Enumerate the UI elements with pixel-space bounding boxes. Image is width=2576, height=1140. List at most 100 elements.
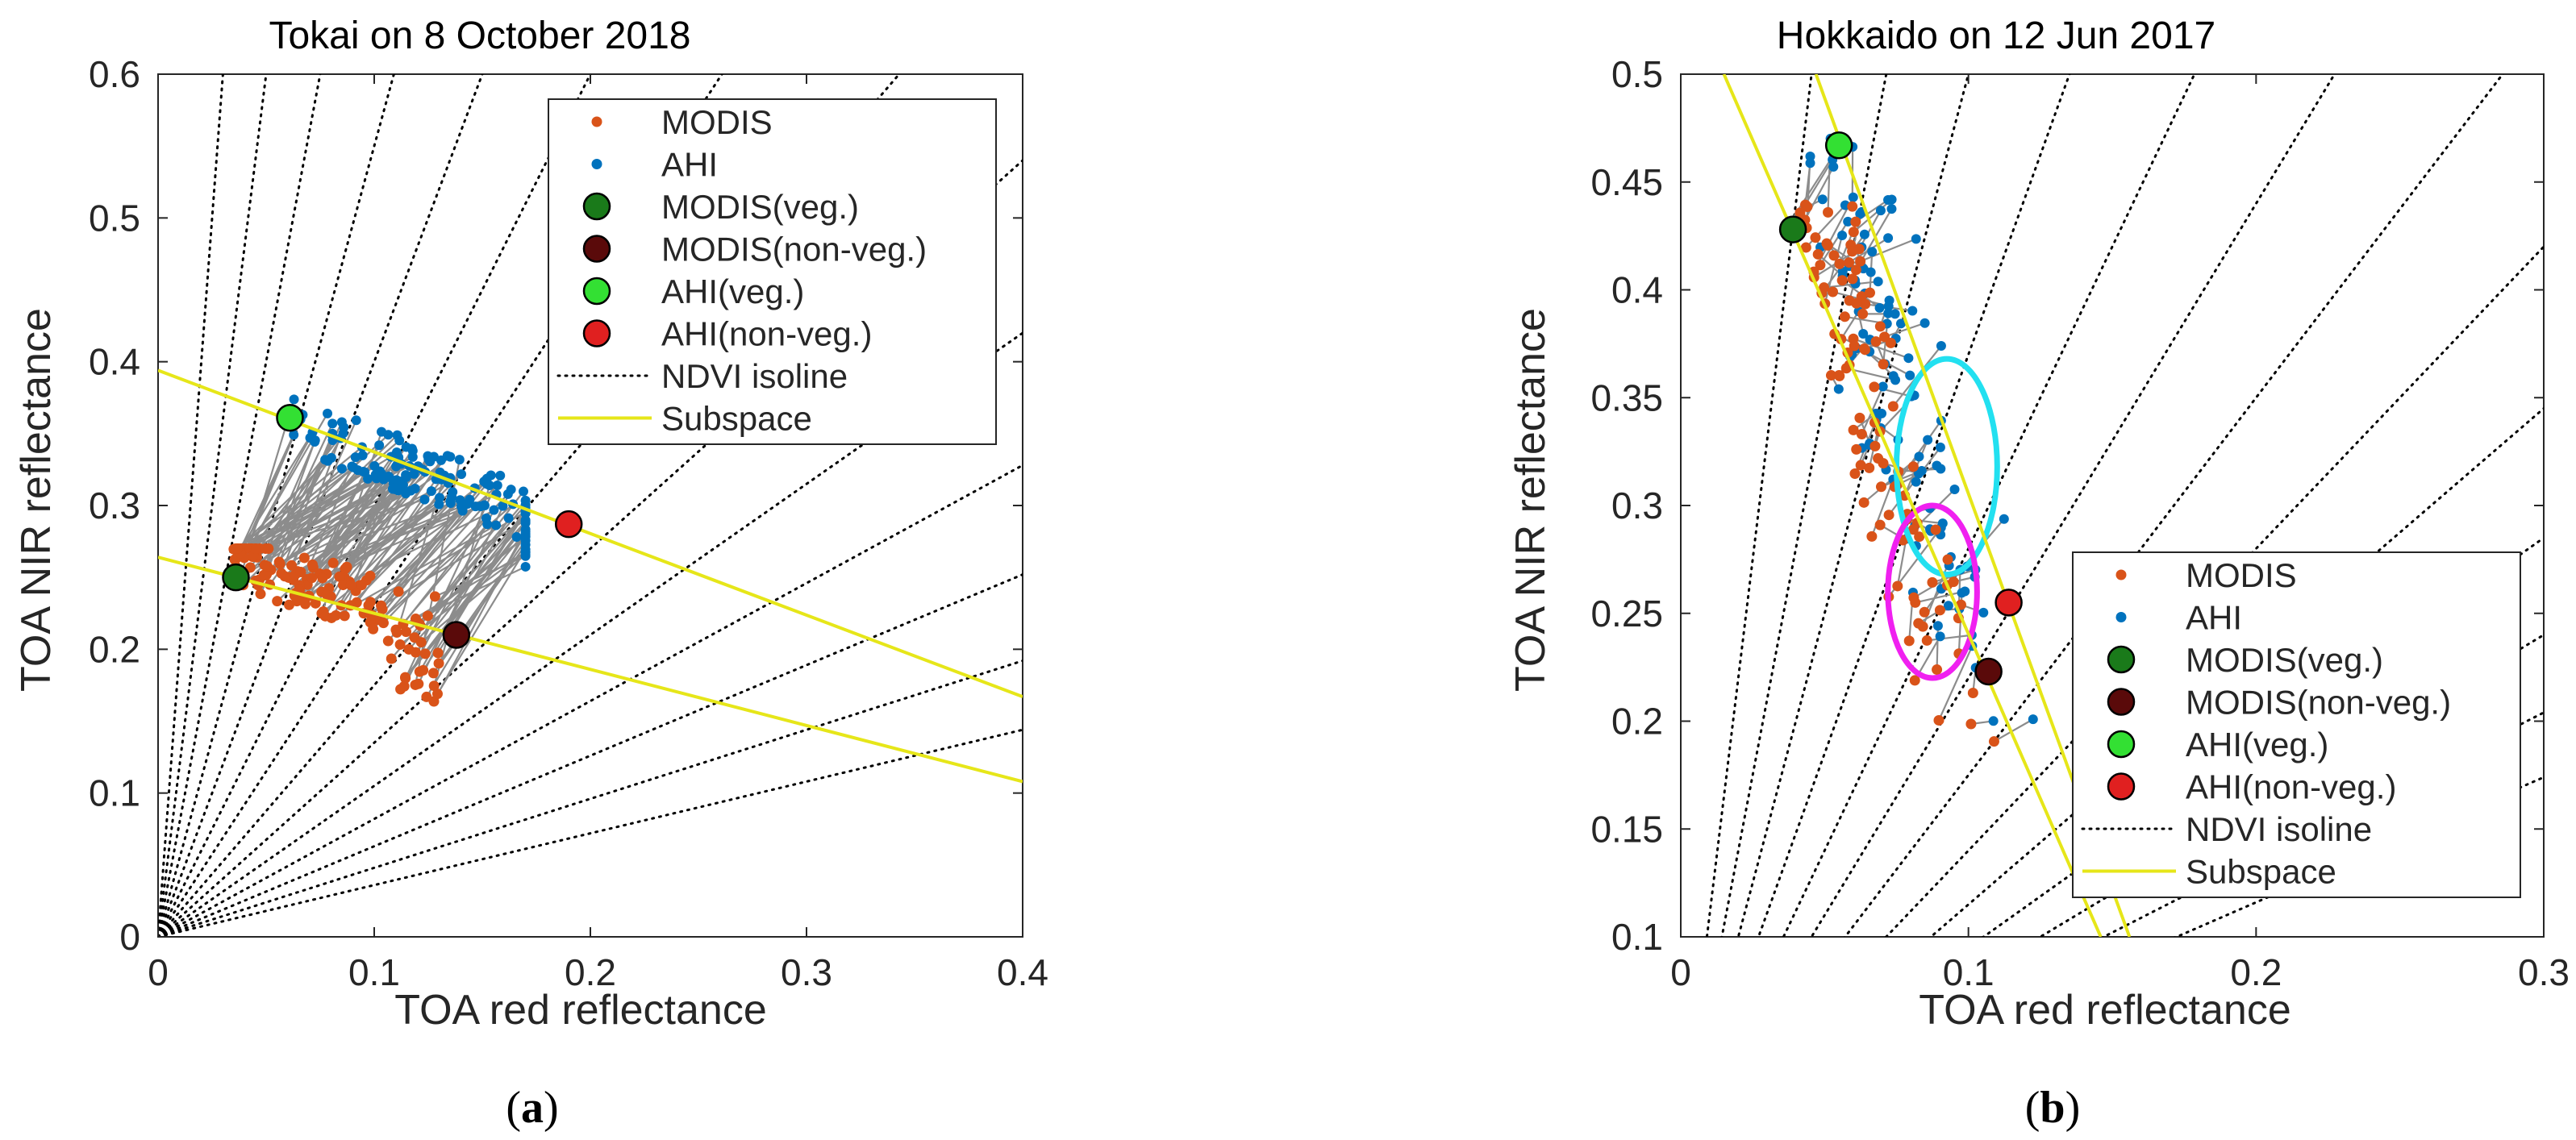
ahi-point xyxy=(336,464,347,474)
y-tick-label: 0.2 xyxy=(1611,701,1663,743)
legend-label: AHI(non-veg.) xyxy=(661,315,872,353)
modis-point xyxy=(1851,443,1862,455)
modis-point xyxy=(1930,524,1941,535)
endmember-ahi-nonveg xyxy=(1995,589,2023,617)
modis-point xyxy=(429,591,440,602)
y-tick-label: 0.2 xyxy=(89,628,140,670)
y-tick-label: 0.3 xyxy=(89,485,140,526)
modis-point xyxy=(284,599,295,610)
pair-connector xyxy=(436,548,527,695)
pair-connector xyxy=(1896,539,1907,587)
modis-point xyxy=(1812,248,1824,260)
endmember-ahi-veg xyxy=(1824,131,1853,160)
legend-label: MODIS(non-veg.) xyxy=(661,231,927,268)
chart-a-xlabel: TOA red reflectance xyxy=(394,987,767,1034)
ahi-point xyxy=(1895,318,1906,329)
ahi-point xyxy=(1907,306,1918,316)
modis-point xyxy=(341,561,352,572)
ahi-point xyxy=(363,473,373,484)
y-tick-label: 0.1 xyxy=(89,772,140,814)
ahi-point xyxy=(323,408,333,418)
pair-connector xyxy=(349,502,452,606)
modis-point xyxy=(398,680,410,692)
ndvi-isoline xyxy=(158,74,901,937)
legend-marker xyxy=(582,277,611,306)
legend-marker xyxy=(2107,730,2136,759)
ahi-point xyxy=(498,501,508,511)
ahi-point xyxy=(1817,194,1828,205)
endmember-modis-nonveg xyxy=(442,621,471,649)
panel-label-a-letter: a xyxy=(521,1083,544,1133)
modis-point xyxy=(279,571,290,582)
pair-connector xyxy=(425,533,527,698)
y-tick-label: 0.4 xyxy=(89,341,140,383)
modis-point xyxy=(433,658,444,669)
modis-point xyxy=(1909,675,1920,686)
ahi-point xyxy=(426,486,436,497)
ahi-point xyxy=(1883,233,1894,243)
x-tick-label: 0.1 xyxy=(348,951,400,993)
modis-point xyxy=(306,559,318,570)
ahi-point xyxy=(455,495,465,506)
pair-connector xyxy=(433,485,491,686)
modis-point xyxy=(317,572,328,584)
legend-label: NDVI isoline xyxy=(661,357,848,395)
pair-connector xyxy=(256,498,425,550)
modis-point xyxy=(327,557,339,568)
ahi-point xyxy=(350,452,361,463)
pair-connector xyxy=(1860,238,1917,263)
panel-label-b-open: ( xyxy=(2025,1083,2040,1133)
modis-point xyxy=(427,668,439,679)
ahi-point xyxy=(377,426,387,437)
modis-point xyxy=(1988,736,1999,747)
y-tick-label: 0.35 xyxy=(1590,377,1663,418)
modis-point xyxy=(1823,206,1834,218)
legend-marker xyxy=(591,159,602,169)
pair-connector xyxy=(390,500,527,659)
chart-panel-a: Tokai on 8 October 2018 0 0.1 0.2 0.3 0.4 0 0.… xyxy=(13,15,1048,1034)
modis-point xyxy=(310,597,321,609)
modis-point xyxy=(1879,331,1890,343)
panel-label-b: (b) xyxy=(2025,1083,2080,1133)
y-tick-label: 0.3 xyxy=(1611,485,1663,526)
ahi-point xyxy=(1890,375,1901,385)
modis-point xyxy=(1850,264,1861,276)
ahi-point xyxy=(1911,476,1921,487)
modis-point xyxy=(1907,524,1919,535)
modis-point xyxy=(431,689,443,700)
modis-point xyxy=(295,567,306,578)
ahi-point xyxy=(1999,514,2009,524)
ahi-point xyxy=(326,452,336,463)
ndvi-isoline xyxy=(158,74,592,937)
ahi-point xyxy=(391,475,402,485)
ahi-point xyxy=(520,529,531,539)
ndvi-isoline xyxy=(158,159,1023,937)
ahi-point xyxy=(289,394,299,405)
legend-box xyxy=(548,98,997,445)
ndvi-isoline xyxy=(158,659,1023,937)
modis-point xyxy=(274,558,286,569)
ahi-point xyxy=(1805,158,1815,169)
modis-point xyxy=(1800,242,1811,253)
modis-point xyxy=(1848,424,1859,435)
ahi-point xyxy=(482,519,493,530)
modis-point xyxy=(1847,273,1858,285)
ahi-point xyxy=(1935,631,1945,642)
legend-label: MODIS xyxy=(2186,556,2297,594)
ahi-point xyxy=(489,505,499,515)
panel-label-a-close: ) xyxy=(544,1083,559,1133)
chart-a-title: Tokai on 8 October 2018 xyxy=(269,15,690,57)
ahi-point xyxy=(1873,277,1883,287)
modis-point xyxy=(258,569,269,580)
modis-point xyxy=(1810,232,1821,243)
ahi-point xyxy=(1883,301,1894,311)
modis-point xyxy=(1858,497,1869,508)
y-tick-label: 0 xyxy=(119,916,140,958)
ahi-point xyxy=(1903,353,1914,364)
ahi-point xyxy=(1923,435,1933,445)
endmember-modis-nonveg xyxy=(1974,657,2003,686)
modis-point xyxy=(1847,246,1858,257)
legend-marker xyxy=(2107,645,2136,674)
modis-point xyxy=(418,664,429,676)
modis-point xyxy=(428,680,440,692)
